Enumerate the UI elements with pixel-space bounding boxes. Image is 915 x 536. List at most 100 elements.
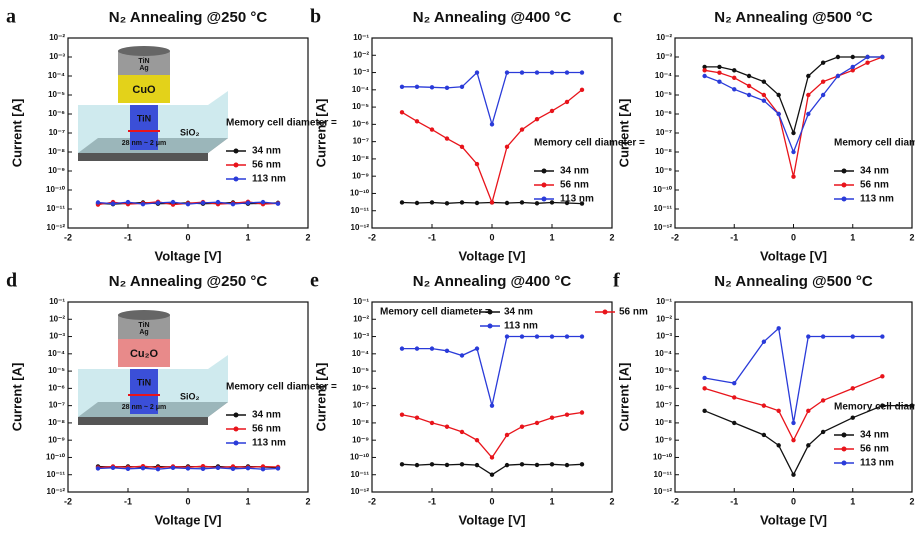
panel-letter: b: [310, 6, 321, 28]
y-tick-label: 10⁻¹: [656, 297, 672, 306]
x-axis-label: Voltage [V]: [459, 512, 526, 527]
data-point: [444, 348, 450, 353]
data-point: [791, 437, 796, 443]
data-point: [850, 68, 855, 73]
data-point: [474, 437, 480, 443]
data-point: [776, 92, 781, 98]
data-point: [732, 420, 737, 426]
data-point: [761, 339, 767, 344]
y-tick-label: 10⁻¹²: [47, 223, 66, 232]
x-tick-label: -2: [671, 232, 679, 242]
data-point: [534, 70, 540, 75]
x-axis-label: Voltage [V]: [155, 512, 222, 527]
data-point: [504, 334, 510, 339]
y-tick-label: 10⁻⁹: [48, 166, 65, 175]
y-tick-label: 10⁻⁵: [48, 90, 65, 99]
data-point: [489, 455, 495, 460]
data-point: [865, 54, 870, 60]
y-tick-label: 10⁻⁶: [352, 119, 369, 128]
chart-title: N₂ Annealing @250 °C: [109, 9, 268, 26]
y-tick-label: 10⁻¹⁰: [653, 453, 673, 462]
y-tick-label: 10⁻⁵: [655, 90, 672, 99]
x-tick-label: 0: [791, 232, 796, 242]
y-tick-label: 10⁻⁸: [352, 418, 369, 427]
legend-label: 56 nm: [252, 160, 281, 171]
y-tick-label: 10⁻⁹: [655, 166, 672, 175]
data-point: [791, 420, 796, 426]
legend-marker: [233, 176, 239, 182]
plot-frame: [371, 301, 613, 493]
data-point: [534, 116, 540, 122]
data-point: [820, 60, 826, 65]
electrode-label: TiN: [137, 377, 151, 387]
data-point: [549, 415, 555, 420]
y-tick-label: 10⁻⁸: [352, 154, 369, 163]
legend-label: 56 nm: [860, 180, 889, 191]
x-tick-label: 2: [609, 232, 614, 242]
data-point: [474, 70, 480, 75]
data-point: [806, 111, 811, 117]
y-axis-label: Current [A]: [616, 99, 631, 168]
x-tick-label: -1: [428, 232, 436, 242]
data-point: [820, 429, 826, 435]
series-line: [704, 404, 912, 477]
cap2-label: Ag: [139, 65, 148, 72]
data-point: [732, 380, 737, 386]
data-point: [474, 346, 480, 351]
legend-marker: [487, 309, 493, 315]
data-point: [519, 424, 525, 429]
data-point: [185, 466, 191, 471]
x-tick-label: 2: [909, 232, 914, 242]
x-tick-label: -2: [368, 496, 376, 506]
data-point: [489, 472, 495, 477]
y-tick-label: 10⁻¹²: [654, 223, 673, 232]
data-point: [564, 200, 570, 206]
y-tick-label: 10⁻¹¹: [654, 204, 673, 213]
data-point: [732, 87, 737, 92]
data-point: [110, 465, 116, 471]
data-point: [534, 420, 540, 426]
y-tick-label: 10⁻⁴: [655, 71, 672, 80]
data-point: [519, 127, 525, 132]
legend-marker: [233, 148, 239, 154]
y-tick-label: 10⁻²: [49, 33, 65, 42]
oxide-label: CuO: [132, 84, 156, 96]
legend-label: 34 nm: [560, 166, 589, 177]
data-point: [459, 144, 465, 150]
legend-label: 34 nm: [504, 307, 533, 318]
data-point: [746, 92, 752, 98]
y-tick-label: 10⁻¹¹: [351, 470, 370, 479]
y-tick-label: 10⁻⁴: [48, 349, 65, 358]
data-point: [820, 398, 826, 403]
data-point: [806, 334, 811, 339]
data-point: [746, 83, 752, 89]
data-point: [474, 200, 480, 206]
data-point: [429, 420, 435, 426]
legend-marker: [541, 196, 547, 202]
legend-label: 113 nm: [252, 174, 286, 185]
y-tick-label: 10⁻⁹: [48, 435, 65, 444]
data-point: [820, 334, 826, 339]
data-point: [245, 200, 251, 206]
legend-label: 56 nm: [619, 307, 648, 318]
data-point: [504, 144, 510, 150]
data-point: [835, 54, 841, 60]
y-tick-label: 10⁻¹⁰: [653, 185, 673, 194]
y-tick-label: 10⁻¹¹: [351, 206, 370, 215]
x-tick-label: 2: [305, 232, 310, 242]
data-point: [519, 462, 525, 467]
y-tick-label: 10⁻¹¹: [47, 204, 66, 213]
panel-letter: e: [310, 270, 319, 292]
y-tick-label: 10⁻³: [656, 52, 672, 61]
data-point: [414, 84, 420, 89]
y-tick-label: 10⁻⁸: [655, 147, 672, 156]
series-line: [401, 411, 583, 459]
data-point: [806, 92, 811, 98]
electrode: [130, 369, 158, 414]
cap-top: [118, 46, 170, 56]
data-point: [806, 443, 811, 448]
y-tick-label: 10⁻⁷: [353, 137, 369, 146]
series-line: [402, 335, 582, 406]
data-point: [850, 334, 855, 339]
